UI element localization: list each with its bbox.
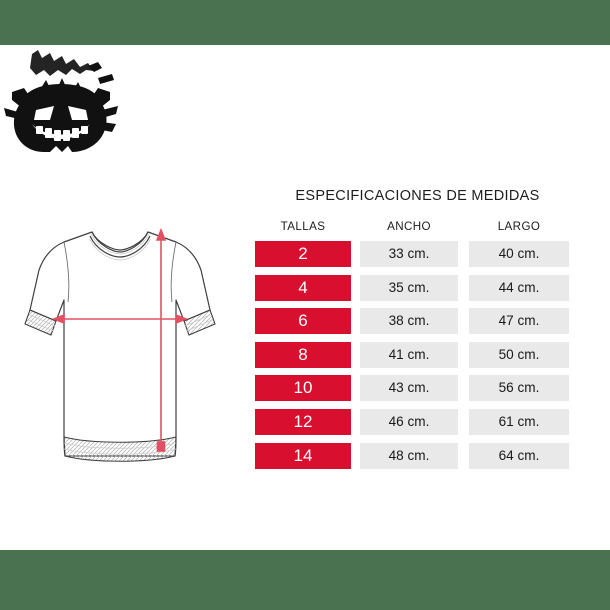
width-cell: 38 cm. <box>360 308 458 335</box>
length-cell: 50 cm. <box>469 341 569 368</box>
width-cell: 41 cm. <box>360 341 458 368</box>
length-cell: 56 cm. <box>469 375 569 402</box>
width-cell: 48 cm. <box>360 442 458 469</box>
page-title: ESPECIFICACIONES DE MEDIDAS <box>295 188 540 204</box>
width-cell: 46 cm. <box>360 408 458 435</box>
width-cell: 33 cm. <box>360 241 458 267</box>
width-cell: 35 cm. <box>360 274 458 301</box>
length-cell: 61 cm. <box>469 408 569 435</box>
size-cell: 10 <box>255 375 351 402</box>
size-cell: 12 <box>255 408 351 435</box>
length-cell: 64 cm. <box>469 442 569 469</box>
length-cell: 44 cm. <box>469 274 569 301</box>
table-row: 6 38 cm. 47 cm. <box>255 308 580 335</box>
table-row: 8 41 cm. 50 cm. <box>255 341 580 368</box>
length-cell: 40 cm. <box>469 241 569 267</box>
table-row: 14 48 cm. 64 cm. <box>255 442 580 469</box>
column-header-size: TALLAS <box>280 219 326 233</box>
length-cell: 47 cm. <box>469 308 569 335</box>
bottom-letterbox-band <box>0 550 610 610</box>
size-specification-table: ESPECIFICACIONES DE MEDIDAS TALLAS ANCHO… <box>255 188 580 476</box>
table-row: 4 35 cm. 44 cm. <box>255 274 580 301</box>
size-cell: 2 <box>255 241 351 267</box>
table-row: 12 46 cm. 61 cm. <box>255 408 580 435</box>
gengar-silhouette-logo <box>2 48 120 158</box>
table-row: 2 33 cm. 40 cm. <box>255 241 580 267</box>
column-header-length: LARGO <box>497 219 541 233</box>
column-header-width: ANCHO <box>387 219 431 233</box>
top-letterbox-band <box>0 0 610 45</box>
table-row: 10 43 cm. 56 cm. <box>255 375 580 402</box>
size-cell: 4 <box>255 274 351 301</box>
size-cell: 6 <box>255 308 351 335</box>
size-cell: 8 <box>255 341 351 368</box>
size-cell: 14 <box>255 442 351 469</box>
t-shirt-technical-drawing <box>18 222 223 487</box>
width-cell: 43 cm. <box>360 375 458 402</box>
table-header-row: TALLAS ANCHO LARGO <box>255 217 580 235</box>
